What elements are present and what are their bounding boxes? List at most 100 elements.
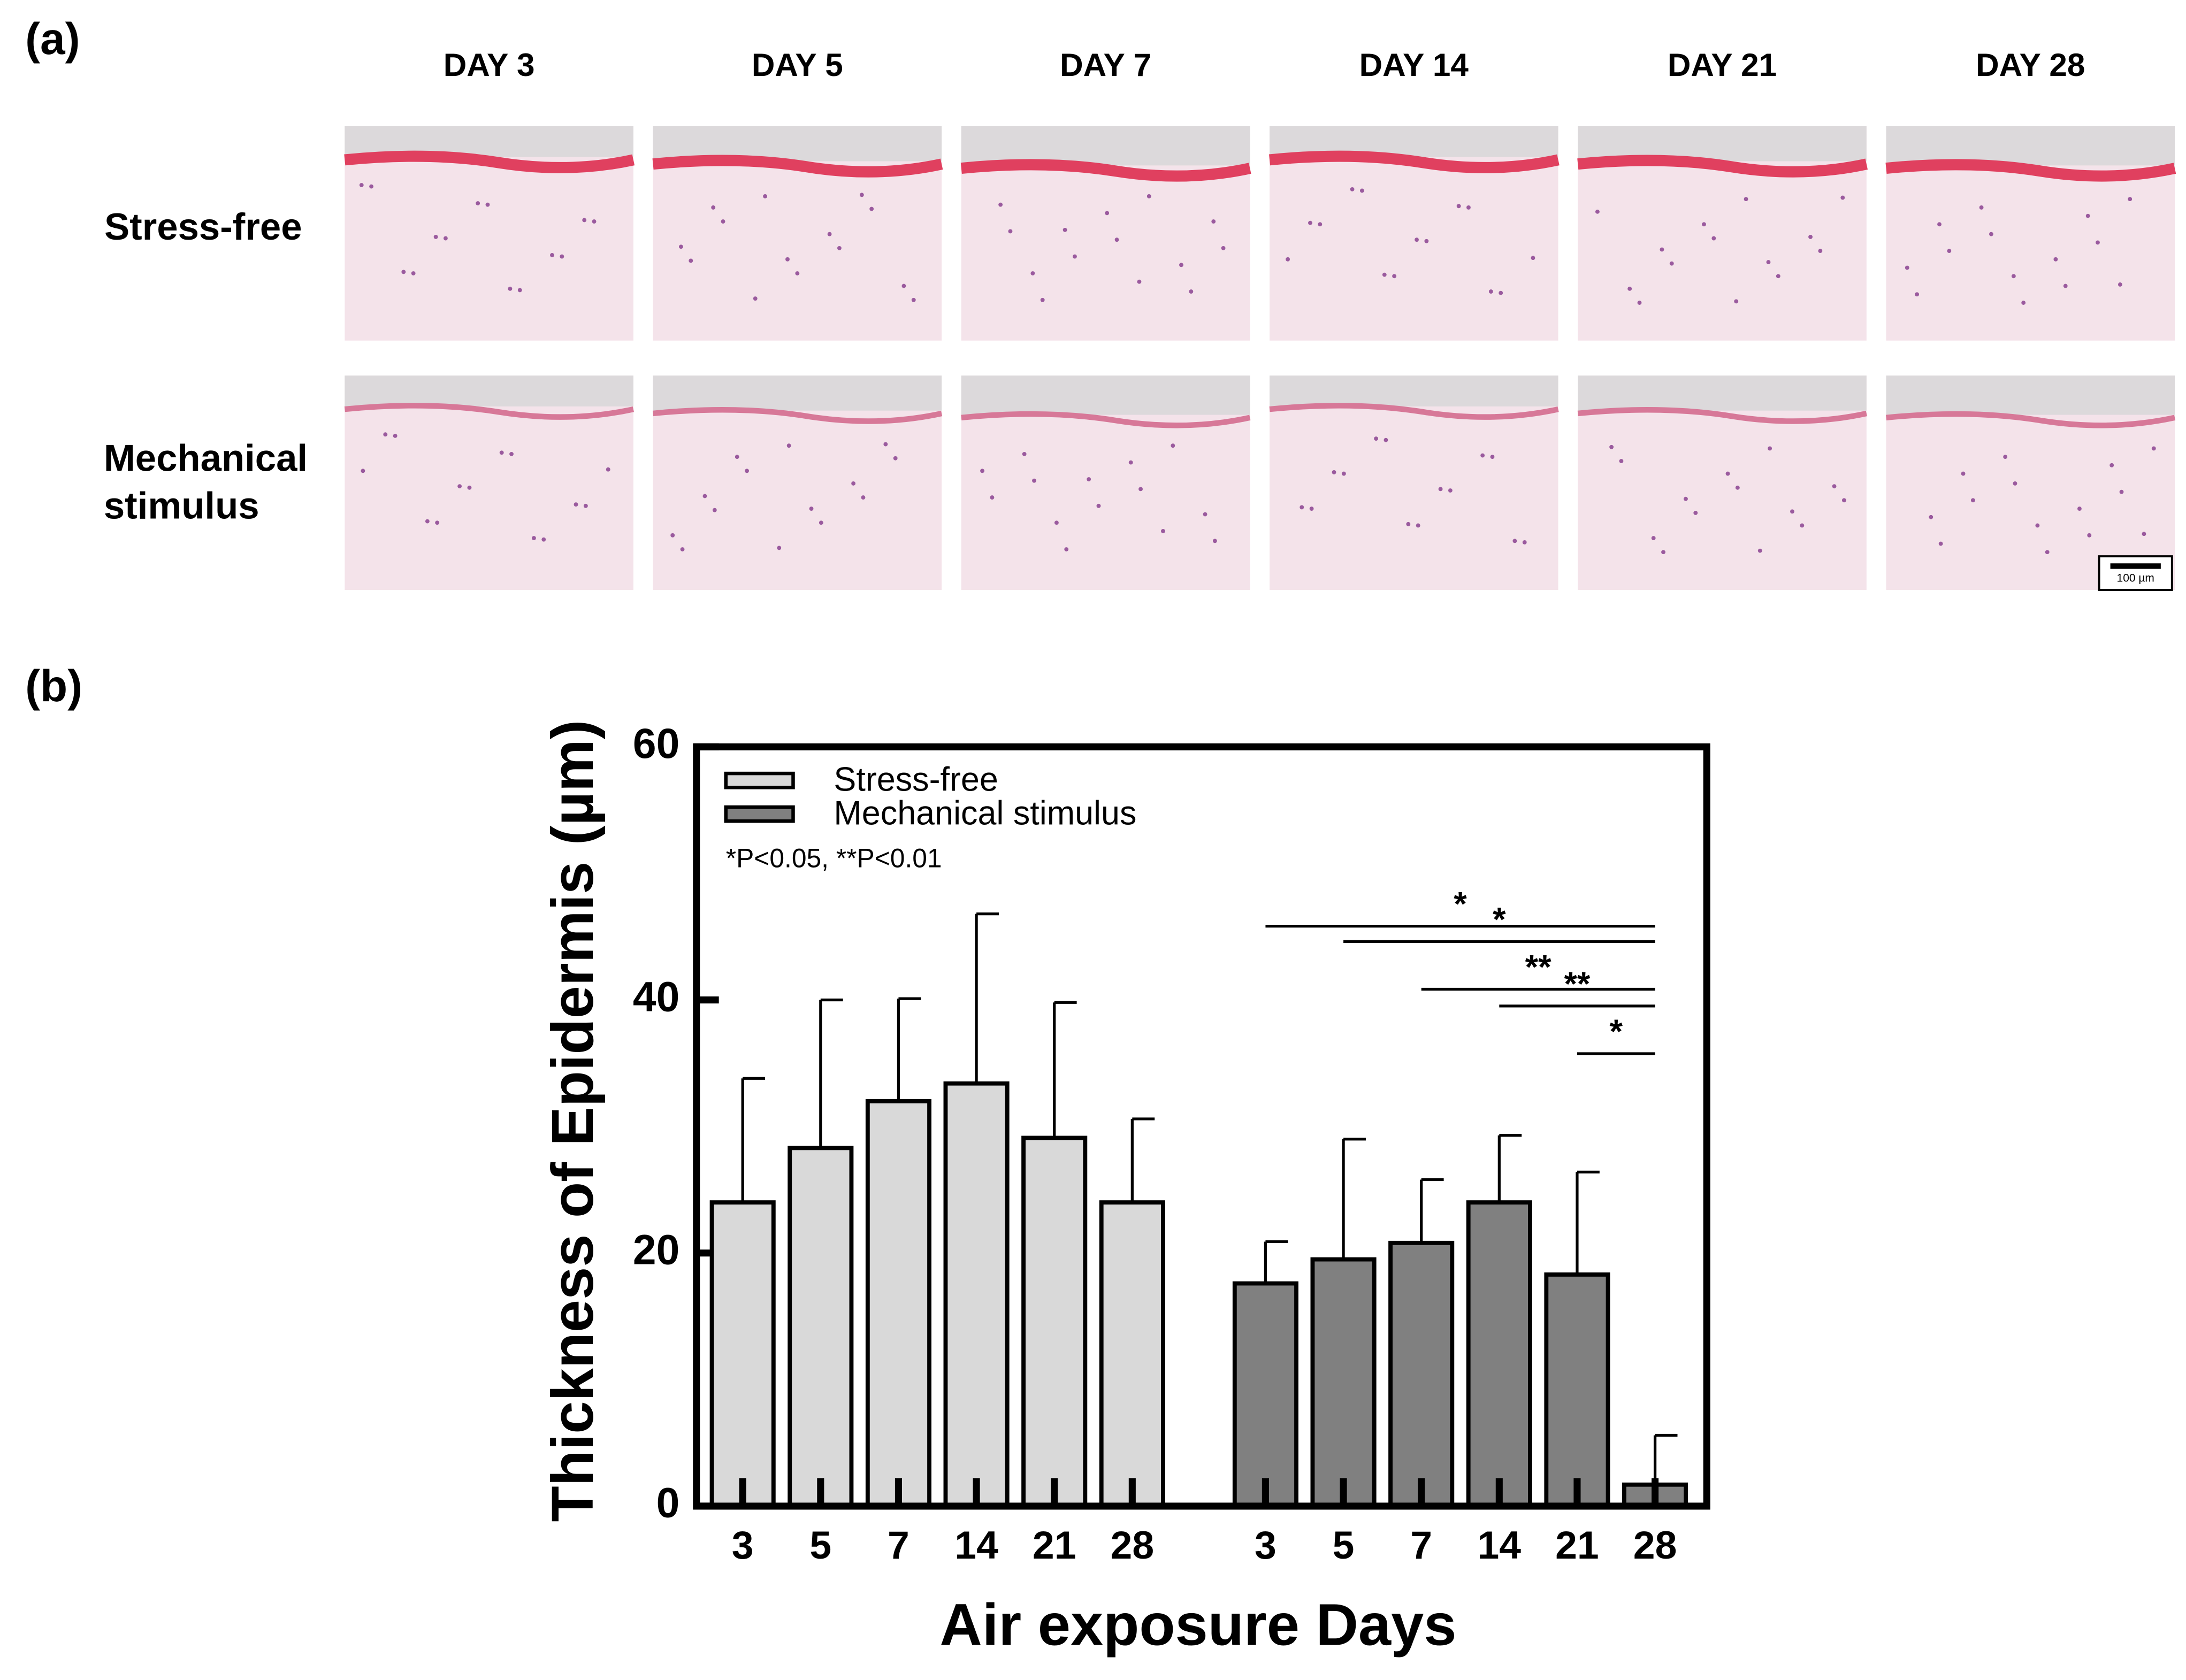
- nucleus: [2142, 532, 2146, 536]
- nucleus: [1221, 246, 1226, 250]
- nucleus: [1818, 249, 1823, 254]
- nucleus: [2109, 463, 2114, 467]
- nucleus: [1415, 237, 1419, 242]
- micrograph-bg: [1578, 375, 1867, 411]
- nucleus: [1522, 540, 1527, 544]
- nucleus: [819, 520, 823, 525]
- bar: [1466, 1200, 1532, 1508]
- epidermis: [652, 155, 943, 178]
- nucleus: [457, 484, 462, 489]
- epidermis: [1577, 406, 1867, 424]
- nucleus: [1693, 510, 1698, 515]
- x-tick-label: 21: [1033, 1523, 1076, 1567]
- nucleus: [401, 270, 406, 274]
- bar: [1310, 1257, 1377, 1508]
- nucleus: [1808, 234, 1813, 239]
- panel-label: (b): [25, 661, 82, 711]
- column-header: DAY 14: [1359, 47, 1469, 83]
- nucleus: [1466, 205, 1471, 210]
- nucleus: [702, 494, 707, 498]
- nucleus: [1318, 222, 1323, 227]
- nucleus: [606, 467, 610, 472]
- legend-label: Stress-free: [834, 761, 998, 798]
- nucleus: [1669, 261, 1674, 266]
- nucleus: [2045, 550, 2050, 555]
- nucleus: [859, 193, 864, 197]
- nucleus: [411, 271, 416, 275]
- nucleus: [1989, 232, 1993, 236]
- nucleus: [2077, 507, 2082, 511]
- bar: [865, 1099, 932, 1508]
- nucleus: [1684, 496, 1688, 501]
- nucleus: [1929, 515, 1933, 519]
- nucleus: [425, 519, 430, 524]
- bar: [1021, 1136, 1088, 1508]
- scale-label: 100 µm: [2117, 572, 2154, 585]
- nucleus: [786, 443, 791, 448]
- nucleus: [680, 547, 685, 551]
- nucleus: [1424, 239, 1429, 243]
- bar: [788, 1146, 854, 1508]
- nucleus: [795, 271, 800, 275]
- nucleus: [712, 508, 717, 512]
- nucleus: [1480, 453, 1485, 458]
- nucleus: [582, 218, 587, 223]
- nucleus: [2053, 257, 2058, 262]
- nucleus: [1171, 443, 1175, 448]
- y-tick-label: 40: [633, 973, 679, 1020]
- x-tick-label: 3: [1255, 1523, 1277, 1567]
- nucleus: [2013, 481, 2017, 486]
- nucleus: [1203, 512, 1207, 517]
- legend-swatch: [724, 805, 795, 823]
- nucleus: [1937, 222, 1942, 227]
- nucleus: [990, 495, 995, 500]
- nucleus: [1970, 498, 1975, 503]
- nucleus: [1637, 301, 1642, 305]
- nucleus: [560, 254, 564, 259]
- nucleus: [1096, 503, 1101, 508]
- nucleus: [980, 469, 985, 473]
- significance-label: **: [1564, 965, 1590, 1003]
- micrograph-bg: [1886, 126, 2175, 166]
- nucleus: [1531, 256, 1535, 260]
- nucleus: [1938, 541, 1943, 546]
- nucleus: [1384, 438, 1388, 442]
- column-header: DAY 3: [444, 47, 535, 83]
- row-label: Stress-free: [104, 206, 302, 248]
- epidermis: [960, 159, 1251, 182]
- micrograph-bg: [653, 375, 942, 411]
- nucleus: [1915, 292, 1920, 297]
- significance-label: **: [1525, 948, 1551, 986]
- nucleus: [1138, 487, 1143, 492]
- nucleus: [911, 297, 916, 302]
- nucleus: [1040, 297, 1045, 302]
- row-label-box: Stress-free: [104, 206, 302, 248]
- nucleus: [1725, 471, 1730, 476]
- nucleus: [883, 442, 888, 447]
- nucleus: [1212, 539, 1217, 543]
- nucleus: [1961, 471, 1966, 476]
- nucleus: [901, 283, 906, 288]
- nucleus: [1702, 222, 1706, 227]
- nucleus: [369, 184, 374, 189]
- nucleus: [827, 232, 832, 236]
- nucleus: [550, 253, 554, 257]
- nucleus: [1137, 279, 1142, 284]
- nucleus: [508, 286, 513, 291]
- nucleus: [1350, 187, 1355, 191]
- bar: [1388, 1240, 1455, 1508]
- column-header: DAY 7: [1060, 47, 1151, 83]
- micrograph-bg: [1270, 375, 1558, 406]
- nucleus: [785, 257, 790, 262]
- row-label-box: Mechanical stimulus: [104, 437, 308, 527]
- bar: [1544, 1272, 1610, 1508]
- nucleus: [574, 502, 578, 507]
- nucleus: [861, 495, 866, 500]
- nucleus: [517, 288, 522, 293]
- nucleus: [1757, 548, 1762, 553]
- epidermis: [1269, 403, 1559, 420]
- nucleus: [1832, 484, 1837, 489]
- nucleus: [1008, 229, 1013, 234]
